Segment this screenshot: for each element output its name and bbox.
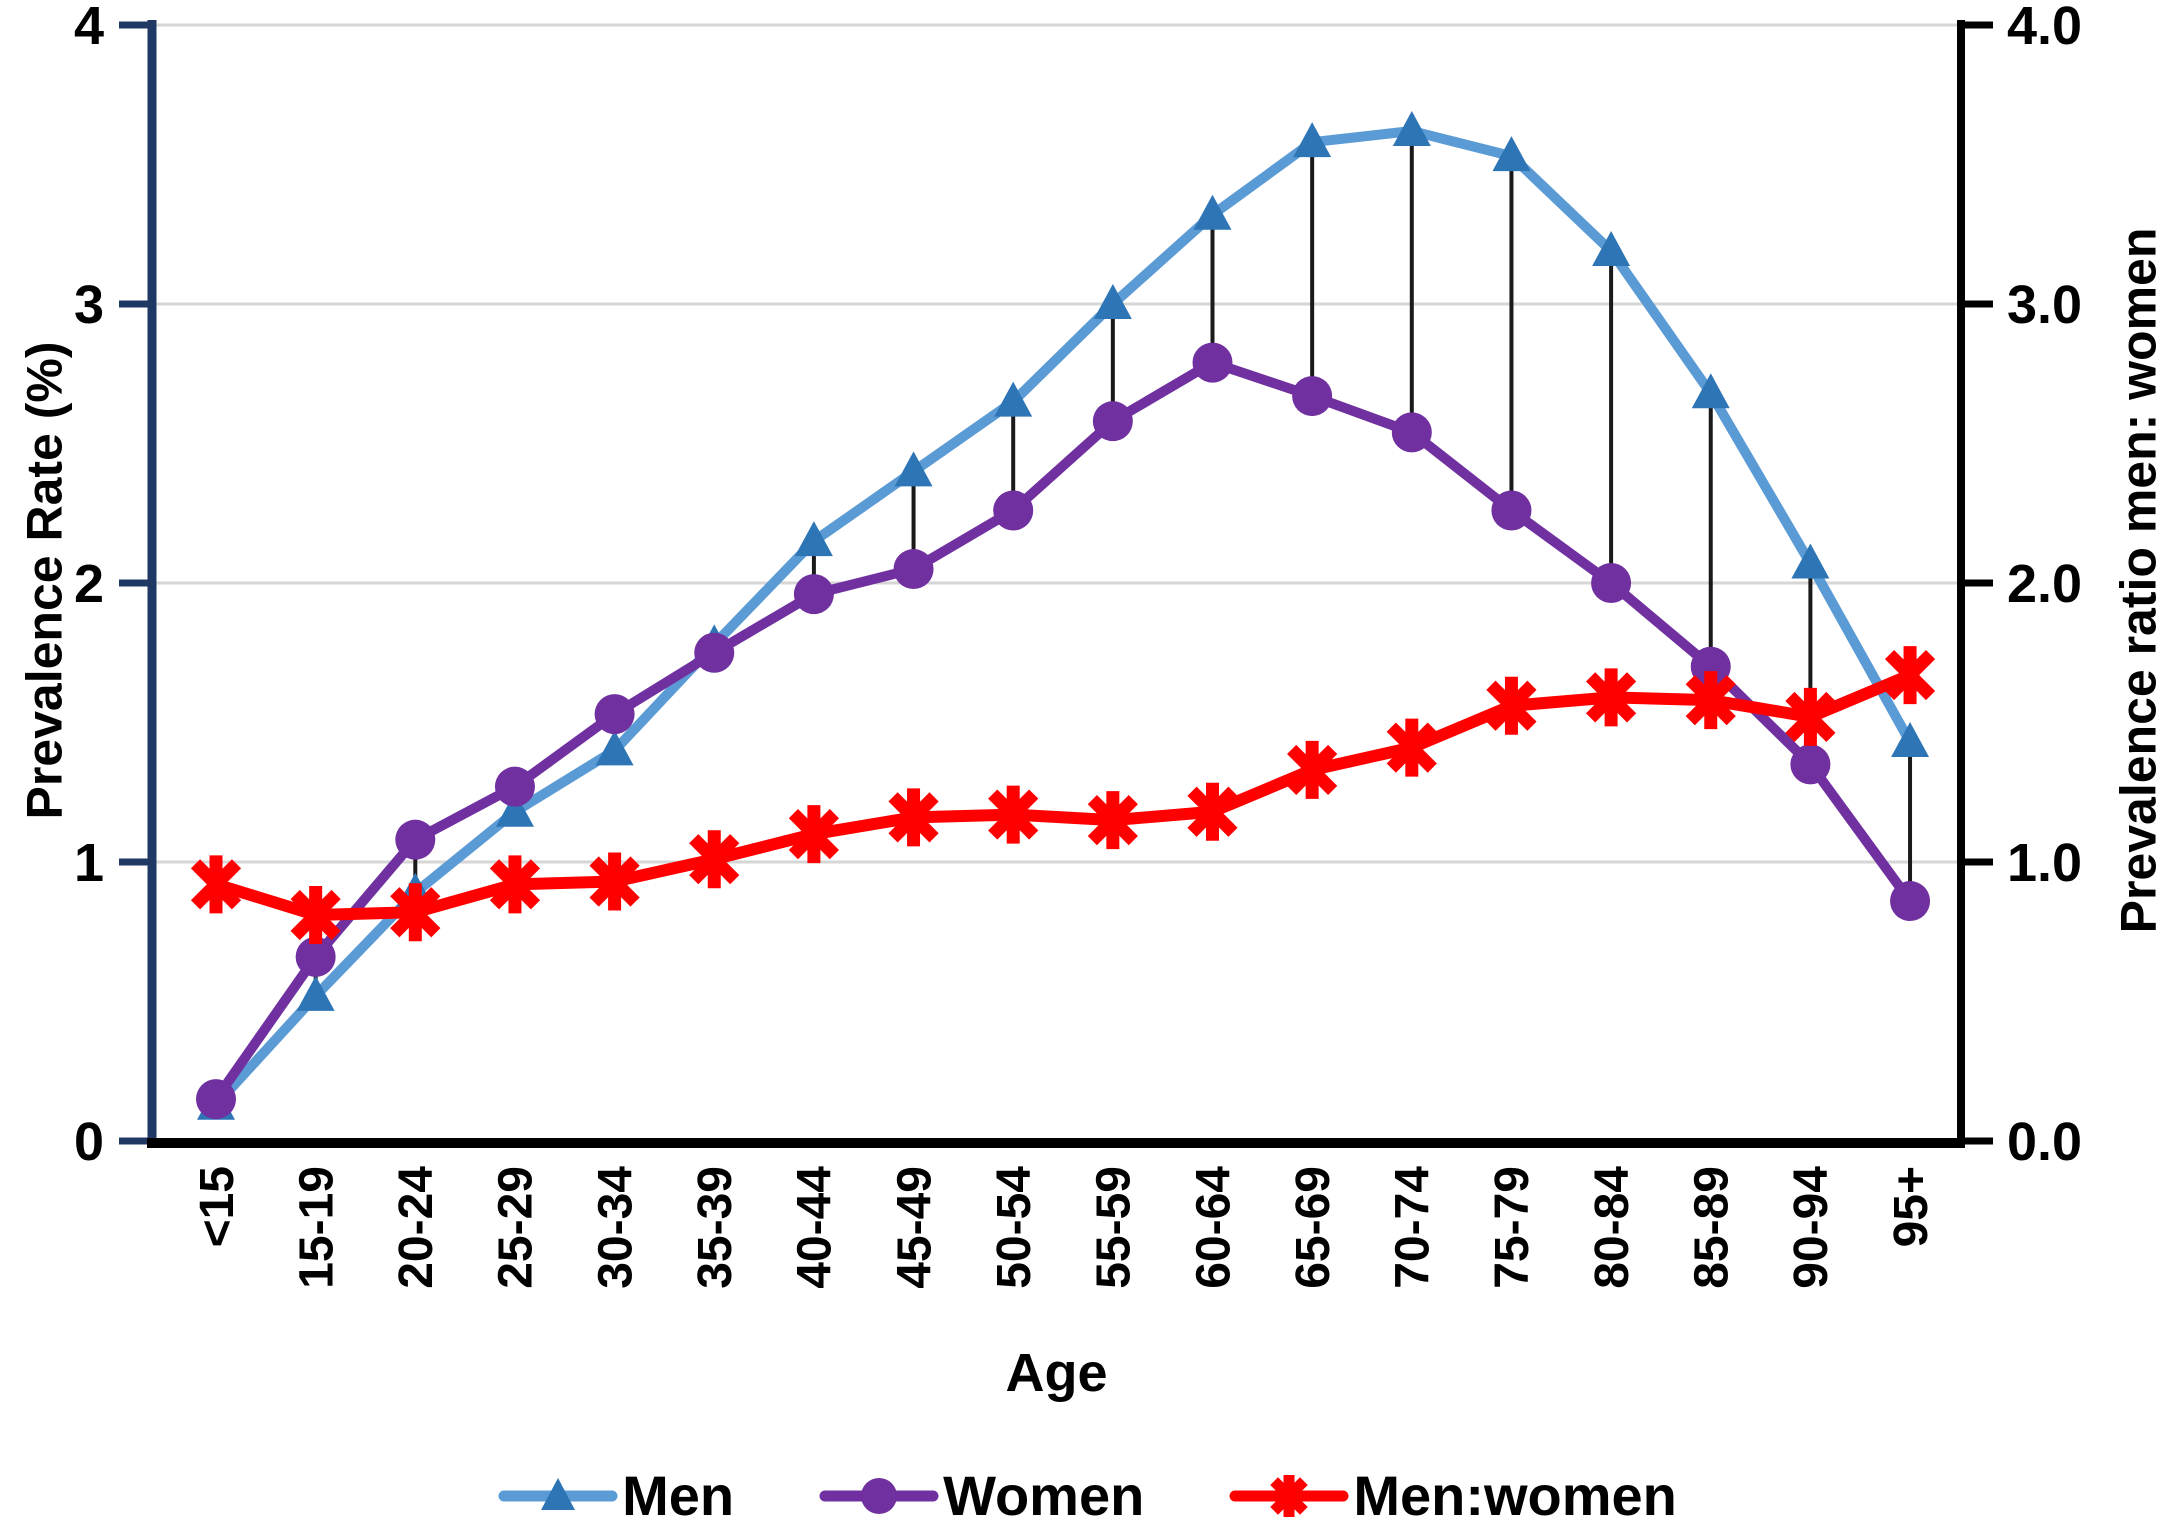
ratio-data-point [1785,691,1836,743]
x-axis-tick-label: 40-44 [789,1166,842,1289]
legend-item-women: Women [819,1468,1144,1524]
men-data-point [1492,136,1531,172]
x-axis-tick-label: 70-74 [1387,1166,1440,1289]
right-axis-tick-label: 0.0 [2007,1112,2082,1172]
women-data-point [1192,342,1233,383]
right-axis-title: Prevalence ratio men: women [2111,228,2167,934]
ratio-series-marker-icon [1229,1475,1349,1517]
women-data-point [395,819,436,860]
women-data-point [1690,646,1731,687]
x-axis-tick-label: 65-69 [1287,1166,1340,1289]
ratio-data-point [1685,675,1736,726]
x-axis-tick-label: 45-49 [888,1166,941,1289]
left-axis-tick-label: 0 [74,1112,104,1172]
x-axis-tick-label: 30-34 [589,1166,642,1289]
women-data-point [295,936,336,977]
men-data-point [495,791,534,827]
women-data-point [494,766,535,807]
x-axis-tick-label: 20-24 [390,1166,443,1289]
men-data-point [994,381,1033,417]
chart-legend: Men Women Men:women [0,1458,2175,1534]
ratio-data-point [689,834,740,885]
men-data-point [894,451,933,487]
x-axis-tick-label: 60-64 [1187,1166,1240,1289]
men-data-point [794,521,833,557]
ratio-data-point [988,789,1039,840]
ratio-data-point [190,859,242,910]
x-axis-tick-label: 85-89 [1686,1166,1739,1289]
left-axis-tick-label: 4 [74,0,104,56]
x-axis-title: Age [1005,1343,1107,1403]
men-data-point [1293,122,1332,158]
ratio-data-point [489,859,541,910]
men-data-point [1592,230,1631,266]
ratio-data-point [589,856,640,907]
women-data-point [594,694,635,735]
women-data-point [694,632,735,673]
left-axis-tick-label: 3 [74,275,104,335]
women-data-point [1790,744,1831,785]
x-axis-tick-label: <15 [191,1166,244,1247]
x-axis-tick-label: 50-54 [988,1166,1041,1289]
ratio-data-point [290,889,341,941]
ratio-data-point [788,808,840,860]
left-axis-tick-label: 1 [74,833,104,893]
ratio-data-point [1585,672,1637,723]
women-data-point [1491,490,1532,531]
right-axis-tick-label: 3.0 [2007,275,2082,335]
women-data-point [893,549,934,590]
x-axis-tick-label: 15-19 [290,1166,343,1289]
men-series-marker-icon [498,1478,618,1510]
women-data-point [793,574,834,615]
series-line-women [211,357,1916,1105]
men-data-point [1392,111,1431,147]
men-data-point [1691,373,1730,409]
men-data-point [1791,543,1830,579]
women-data-point [1391,412,1432,453]
women-data-point [1292,376,1333,417]
x-axis-tick-label: 35-39 [689,1166,742,1289]
men-data-point [1891,722,1930,758]
legend-item-men: Men [498,1468,734,1524]
right-axis-tick-label: 4.0 [2007,0,2082,56]
right-axis-tick-label: 1.0 [2007,833,2082,893]
ratio-data-point [1087,795,1138,846]
women-data-point [993,490,1034,531]
legend-label-women: Women [943,1464,1145,1527]
ratio-data-point [1187,786,1238,837]
chart-canvas: 0 1 2 3 4 0.0 1.0 2.0 3.0 4.0 <15 15-19 20-24 25-29 30… [17,0,2167,1403]
legend-label-ratio: Men:women [1353,1464,1677,1527]
legend-label-men: Men [622,1464,735,1527]
men-data-point [1193,194,1232,230]
men-data-point [595,730,634,766]
left-axis-tick-label: 2 [74,554,104,614]
ratio-data-point [1386,722,1437,773]
ratio-data-point [1287,744,1338,796]
women-data-point [1092,401,1133,442]
ratio-data-point [1884,649,1936,701]
women-data-point [196,1079,236,1120]
left-axis-title: Prevalence Rate (%) [17,341,73,819]
x-axis-tick-label: 80-84 [1586,1166,1639,1289]
ratio-data-point [888,792,939,843]
right-axis-tick-label: 2.0 [2007,554,2082,614]
men-data-point [1093,284,1132,319]
series-line-men-women [210,669,1917,922]
x-axis-tick-label: 55-59 [1088,1166,1141,1289]
ratio-data-point [1486,680,1537,731]
x-axis-tick-label: 90-94 [1785,1166,1838,1289]
legend-item-ratio: Men:women [1229,1468,1677,1524]
men-data-point [296,975,335,1011]
x-axis-tick-label: 95+ [1885,1166,1938,1247]
women-data-point [1591,563,1632,603]
ratio-data-point [390,887,441,938]
x-axis-tick-label: 25-29 [490,1166,543,1289]
women-series-marker-icon [819,1478,939,1514]
women-data-point [1890,881,1931,922]
x-axis-tick-label: 75-79 [1486,1166,1539,1289]
